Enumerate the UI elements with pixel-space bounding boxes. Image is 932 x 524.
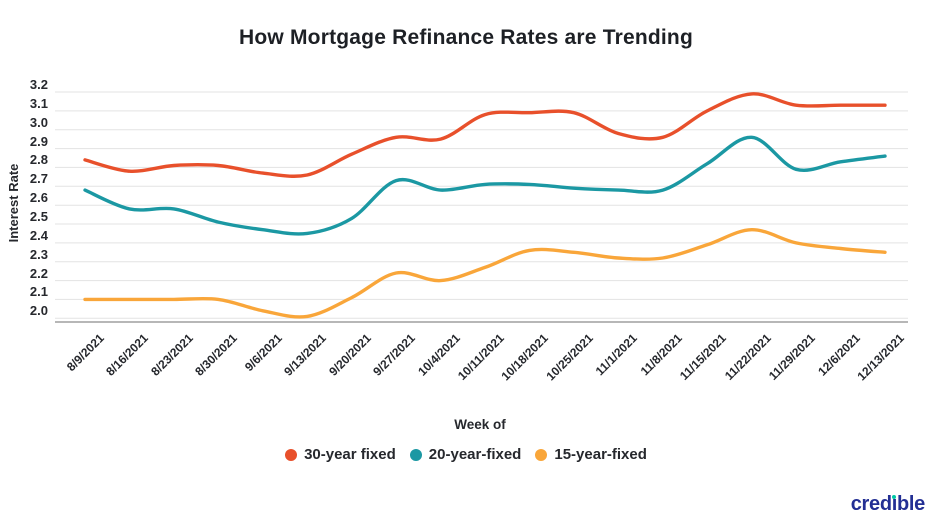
y-tick-label: 2.0 bbox=[29, 303, 48, 319]
legend-item-15-year-fixed: 15-year-fixed bbox=[535, 446, 647, 463]
x-axis-title: Week of bbox=[454, 417, 506, 432]
y-tick-label: 2.6 bbox=[29, 190, 48, 206]
y-tick-label: 3.1 bbox=[29, 95, 48, 111]
line-20-year-fixed bbox=[83, 135, 887, 236]
y-tick-label: 3.0 bbox=[29, 114, 48, 130]
legend-dot-icon bbox=[285, 448, 298, 461]
line-15-year-fixed bbox=[83, 227, 887, 319]
legend-dot-icon bbox=[409, 448, 422, 461]
chart-title: How Mortgage Refinance Rates are Trendin… bbox=[239, 26, 693, 49]
y-tick-label: 2.7 bbox=[29, 171, 48, 187]
y-tick-label: 2.5 bbox=[29, 209, 48, 224]
legend-dot-icon bbox=[535, 448, 548, 461]
y-tick-label: 2.2 bbox=[29, 265, 48, 281]
logo-text: ble bbox=[897, 493, 925, 515]
chart-legend: 30-year fixed 20-year-fixed 15-year-fixed bbox=[0, 446, 932, 463]
legend-label: 15-year-fixed bbox=[554, 446, 647, 463]
y-tick-label: 2.9 bbox=[29, 133, 48, 149]
y-tick-label: 3.2 bbox=[29, 77, 48, 92]
legend-label: 20-year-fixed bbox=[428, 446, 522, 463]
y-tick-label: 2.1 bbox=[29, 284, 48, 300]
y-tick-label: 2.8 bbox=[29, 152, 48, 168]
legend-label: 30-year fixed bbox=[304, 446, 396, 463]
credible-logo[interactable]: credı ble bbox=[850, 493, 926, 516]
legend-item-30-year-fixed: 30-year fixed bbox=[285, 446, 396, 463]
y-tick-label: 2.4 bbox=[29, 227, 48, 243]
gridlines bbox=[55, 91, 908, 319]
y-axis-title: Interest Rate bbox=[6, 163, 21, 243]
logo-text: cred bbox=[850, 493, 892, 515]
legend-item-20-year-fixed: 20-year-fixed bbox=[409, 446, 522, 463]
y-tick-label: 2.3 bbox=[29, 246, 48, 262]
logo-i-dot-icon bbox=[892, 494, 897, 499]
line-30-year-fixed bbox=[83, 92, 887, 178]
logo-letter-i: ı bbox=[891, 493, 898, 515]
series-lines bbox=[83, 92, 887, 319]
